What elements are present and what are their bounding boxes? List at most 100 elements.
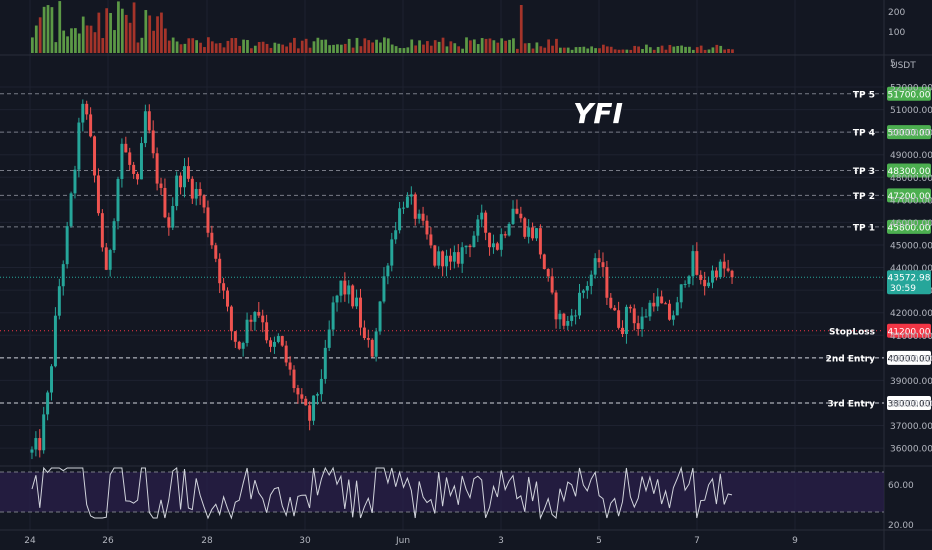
candle-body xyxy=(429,234,433,246)
volume-bar xyxy=(199,42,202,53)
candle-body xyxy=(433,245,437,266)
level-price-label-2: 48300.00 xyxy=(888,167,931,177)
volume-bar xyxy=(414,45,418,53)
volume-bar xyxy=(551,45,554,53)
price-axis[interactable]: 51700.00 50000.00 48300.00 47200.00 45800.00… xyxy=(887,59,932,455)
candle-body xyxy=(30,449,34,453)
candle-body xyxy=(519,213,523,219)
volume-bar xyxy=(171,37,175,53)
candle-body xyxy=(413,194,417,219)
volume-bar xyxy=(574,47,578,53)
candle-body xyxy=(339,280,343,296)
candle-body xyxy=(69,193,73,227)
volume-bar xyxy=(347,38,351,53)
candle-body xyxy=(218,258,222,284)
level-name-7: 3rd Entry xyxy=(828,399,876,409)
volume-bar xyxy=(543,47,547,53)
candle-body xyxy=(679,284,683,303)
volume-bar xyxy=(54,42,58,53)
candle-body xyxy=(108,250,112,270)
rsi-tick-label-1: 20.00 xyxy=(888,521,914,531)
candle-body xyxy=(116,178,120,222)
volume-bar xyxy=(62,30,66,53)
candle-body xyxy=(402,207,405,209)
volume-panel: 200 100 xyxy=(31,1,905,54)
candle-body xyxy=(726,268,730,271)
candle-body xyxy=(484,212,488,233)
volume-bar xyxy=(676,45,680,53)
volume-bar xyxy=(480,38,484,53)
candle-body xyxy=(593,258,597,275)
candle-body xyxy=(38,438,42,451)
level-price-tag-0 xyxy=(887,86,931,101)
candle-body xyxy=(499,234,503,250)
price-tick-label-13: 39000.00 xyxy=(890,377,932,387)
volume-bar xyxy=(379,42,382,53)
candle-body xyxy=(417,213,421,219)
candle-body xyxy=(276,336,280,342)
volume-bar xyxy=(191,38,195,53)
price-tick-label-11: 41000.00 xyxy=(890,332,932,342)
volume-bar xyxy=(688,46,691,53)
volume-bar xyxy=(386,38,390,53)
candle-body xyxy=(589,274,593,286)
candle-body xyxy=(718,261,722,278)
volume-bar xyxy=(707,49,711,53)
volume-bar xyxy=(488,38,492,53)
candle-body xyxy=(472,235,476,248)
candle-body xyxy=(359,297,362,328)
candle-body xyxy=(597,258,601,263)
price-tick-label-6: 46000.00 xyxy=(890,219,932,229)
volume-bar xyxy=(500,38,504,53)
candle-body xyxy=(159,183,163,188)
price-tick-label-15: 37000.00 xyxy=(890,422,932,432)
candle-body xyxy=(628,306,632,309)
time-axis[interactable]: 24 26 28 30 Jun 3 5 7 9 xyxy=(24,536,798,546)
volume-bar xyxy=(664,49,668,53)
volume-bar xyxy=(304,38,308,53)
level-price-label-4: 45800.00 xyxy=(888,223,931,233)
volume-bar xyxy=(31,37,34,53)
volume-bar xyxy=(695,47,699,53)
candle-body xyxy=(331,302,335,330)
volume-bar xyxy=(711,47,715,53)
level-price-tag-4 xyxy=(887,219,931,234)
volume-bar xyxy=(484,38,488,53)
volume-bar xyxy=(160,12,163,54)
volume-bar xyxy=(34,25,38,53)
volume-bar xyxy=(539,46,543,53)
candle-body xyxy=(546,269,550,277)
volume-bar xyxy=(504,40,507,53)
volume-bar xyxy=(472,39,476,53)
candle-body xyxy=(143,111,147,144)
candle-body xyxy=(100,213,104,248)
level-price-tag-3 xyxy=(887,188,931,203)
candle-body xyxy=(96,175,100,214)
volume-bar xyxy=(175,41,179,53)
volume-bar xyxy=(691,49,695,53)
level-name-2: TP 3 xyxy=(853,167,875,177)
candle-body xyxy=(186,166,190,179)
candle-body xyxy=(81,103,85,123)
volume-bar xyxy=(586,48,590,53)
volume-bar xyxy=(120,8,124,53)
candle-body xyxy=(503,234,507,236)
volume-bar xyxy=(257,42,261,53)
volume-bar xyxy=(508,39,511,53)
candle-body xyxy=(714,270,718,278)
candle-body xyxy=(554,292,558,320)
candle-body xyxy=(308,405,312,421)
candle-body xyxy=(61,264,65,287)
current-price-label: 43572.98 xyxy=(888,274,931,284)
candle-body xyxy=(452,252,456,262)
rsi-tick-label-0: 60.00 xyxy=(888,481,914,491)
candle-body xyxy=(202,195,206,208)
volume-bar xyxy=(433,40,437,53)
candle-body xyxy=(535,228,538,239)
candle-body xyxy=(124,143,128,153)
volume-bar xyxy=(312,41,316,53)
volume-bar xyxy=(128,22,132,53)
rsi-line xyxy=(31,466,733,520)
candle-body xyxy=(390,239,394,266)
volume-bar xyxy=(590,46,594,53)
